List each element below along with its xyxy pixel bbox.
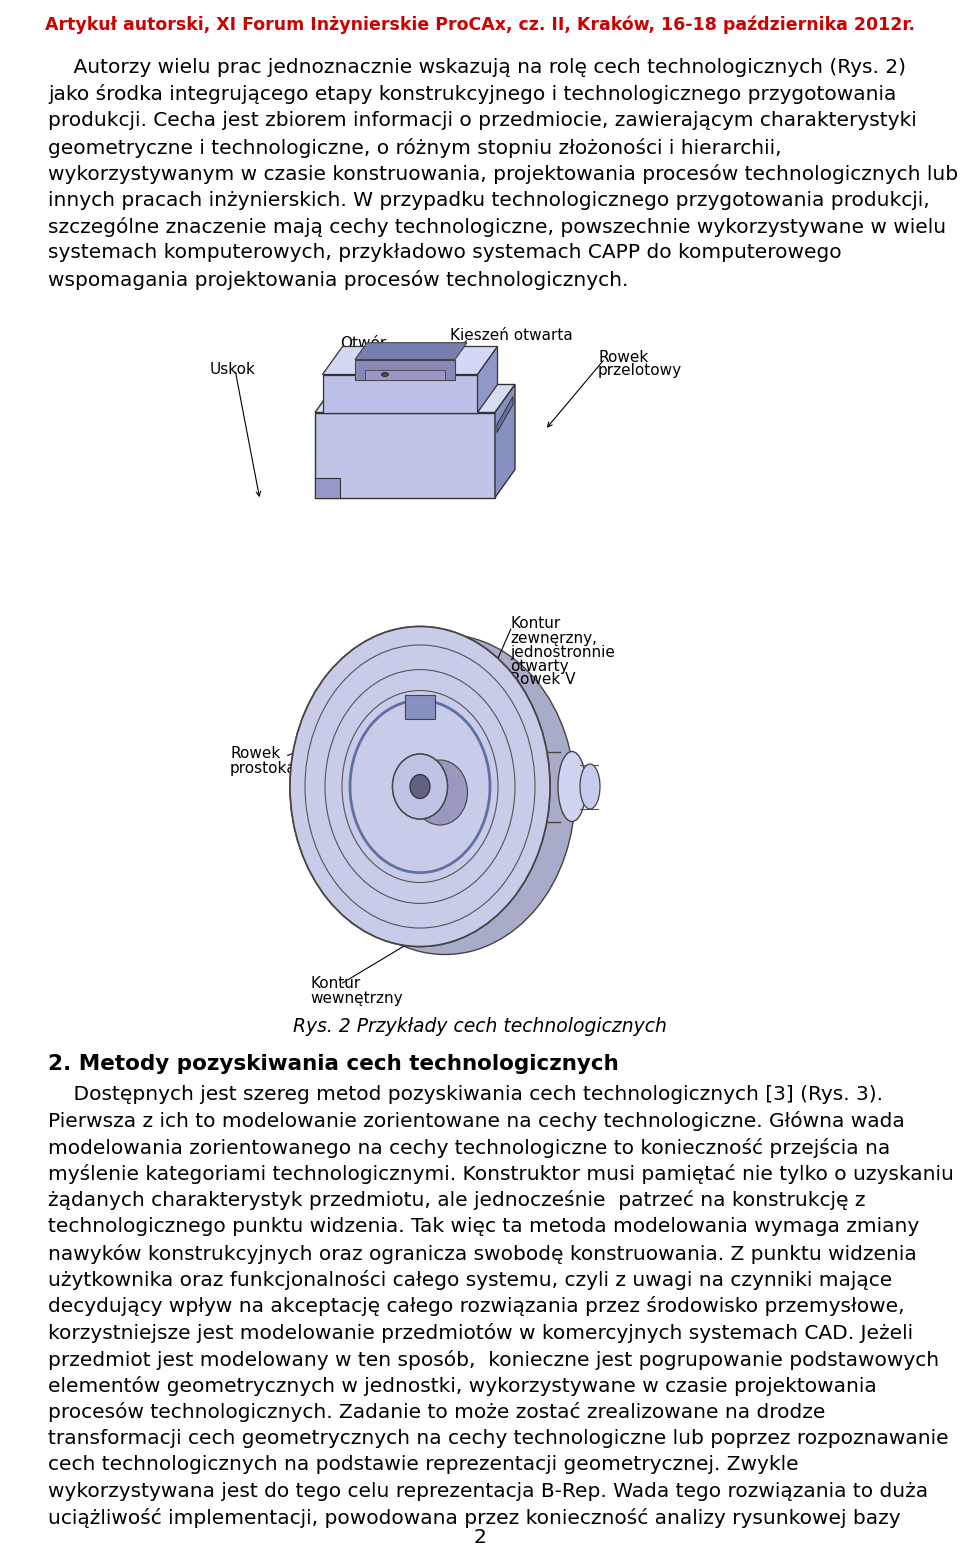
Text: użytkownika oraz funkcjonalności całego systemu, czyli z uwagi na czynniki mając: użytkownika oraz funkcjonalności całego … [48,1270,892,1290]
Text: wewnętrzny: wewnętrzny [310,990,402,1006]
Polygon shape [323,374,477,413]
Text: Rowek: Rowek [598,350,648,365]
Text: otwarty: otwarty [510,659,568,673]
Text: Rowek: Rowek [230,747,280,761]
Text: Otwór: Otwór [340,337,386,351]
Text: jako środka integrującego etapy konstrukcyjnego i technologicznego przygotowania: jako środka integrującego etapy konstruk… [48,85,897,105]
Text: żądanych charakterystyk przedmiotu, ale jednocześnie  patrzeć na konstrukcję z: żądanych charakterystyk przedmiotu, ale … [48,1191,866,1210]
Text: przedmiot jest modelowany w ten sposób,  konieczne jest pogrupowanie podstawowyc: przedmiot jest modelowany w ten sposób, … [48,1349,939,1369]
Text: przelotowy: przelotowy [598,364,683,379]
Text: 2: 2 [473,1528,487,1547]
Text: 2. Metody pozyskiwania cech technologicznych: 2. Metody pozyskiwania cech technologicz… [48,1055,619,1075]
Text: uciążliwość implementacji, powodowana przez konieczność analizy rysunkowej bazy: uciążliwość implementacji, powodowana pr… [48,1508,900,1528]
Polygon shape [315,478,340,498]
Text: zewnęrzny,: zewnęrzny, [510,631,597,645]
Text: modelowania zorientowanego na cechy technologiczne to konieczność przejścia na: modelowania zorientowanego na cechy tech… [48,1137,890,1157]
Text: systemach komputerowych, przykładowo systemach CAPP do komputerowego: systemach komputerowych, przykładowo sys… [48,243,842,263]
Text: nawyków konstrukcyjnych oraz ogranicza swobodę konstruowania. Z punktu widzenia: nawyków konstrukcyjnych oraz ogranicza s… [48,1244,917,1264]
Polygon shape [355,343,467,359]
Text: prostokątny: prostokątny [230,761,322,775]
Text: jednostronnie: jednostronnie [510,645,614,659]
Text: Kontur: Kontur [310,976,360,992]
Text: wspomagania projektowania procesów technologicznych.: wspomagania projektowania procesów techn… [48,271,629,289]
Text: szczególne znaczenie mają cechy technologiczne, powszechnie wykorzystywane w wie: szczególne znaczenie mają cechy technolo… [48,217,947,237]
Polygon shape [323,347,497,374]
Text: wykorzystywanym w czasie konstruowania, projektowania procesów technologicznych : wykorzystywanym w czasie konstruowania, … [48,164,958,184]
Ellipse shape [410,775,430,798]
Polygon shape [315,413,495,498]
Polygon shape [315,385,515,413]
Ellipse shape [290,627,550,947]
Ellipse shape [580,764,600,809]
Text: elementów geometrycznych w jednostki, wykorzystywane w czasie projektowania: elementów geometrycznych w jednostki, wy… [48,1375,876,1395]
Text: Rys. 2 Przykłady cech technologicznych: Rys. 2 Przykłady cech technologicznych [293,1016,667,1035]
Polygon shape [495,385,515,498]
Ellipse shape [558,752,586,821]
Text: decydujący wpływ na akceptację całego rozwiązania przez środowisko przemysłowe,: decydujący wpływ na akceptację całego ro… [48,1296,904,1316]
Text: innych pracach inżynierskich. W przypadku technologicznego przygotowania produkc: innych pracach inżynierskich. W przypadk… [48,190,929,209]
Text: Pierwsza z ich to modelowanie zorientowane na cechy technologiczne. Główna wada: Pierwsza z ich to modelowanie zorientowa… [48,1111,904,1131]
Text: Kontur: Kontur [510,617,561,631]
Ellipse shape [413,760,468,825]
Text: Artykuł autorski, XI Forum Inżynierskie ProCAx, cz. II, Kraków, 16-18 październi: Artykuł autorski, XI Forum Inżynierskie … [45,15,915,34]
Text: Rowek V: Rowek V [510,673,575,687]
Text: produkcji. Cecha jest zbiorem informacji o przedmiocie, zawierającym charakterys: produkcji. Cecha jest zbiorem informacji… [48,111,917,130]
Text: Uskok: Uskok [210,362,256,376]
Text: Autorzy wielu prac jednoznacznie wskazują na rolę cech technologicznych (Rys. 2): Autorzy wielu prac jednoznacznie wskazuj… [48,57,906,77]
Ellipse shape [315,634,575,954]
Polygon shape [365,370,445,379]
Text: Dostępnych jest szereg metod pozyskiwania cech technologicznych [3] (Rys. 3).: Dostępnych jest szereg metod pozyskiwani… [48,1084,883,1103]
Text: transformacji cech geometrycznych na cechy technologiczne lub poprzez rozpoznawa: transformacji cech geometrycznych na cec… [48,1429,948,1448]
Text: procesów technologicznych. Zadanie to może zostać zrealizowane na drodze: procesów technologicznych. Zadanie to mo… [48,1403,826,1423]
Text: cech technologicznych na podstawie reprezentacji geometrycznej. Zwykle: cech technologicznych na podstawie repre… [48,1456,799,1474]
Polygon shape [355,359,455,379]
Ellipse shape [290,627,550,947]
Polygon shape [405,695,435,718]
Polygon shape [497,396,513,433]
Polygon shape [477,347,497,413]
Ellipse shape [381,373,389,376]
Ellipse shape [393,753,447,818]
Text: myślenie kategoriami technologicznymi. Konstruktor musi pamiętać nie tylko o uzy: myślenie kategoriami technologicznymi. K… [48,1163,954,1183]
Text: Kieszeń otwarta: Kieszeń otwarta [450,328,573,343]
Text: geometryczne i technologiczne, o różnym stopniu złożoności i hierarchii,: geometryczne i technologiczne, o różnym … [48,138,781,158]
Text: korzystniejsze jest modelowanie przedmiotów w komercyjnych systemach CAD. Jeżeli: korzystniejsze jest modelowanie przedmio… [48,1323,913,1343]
Text: wykorzystywana jest do tego celu reprezentacja B-Rep. Wada tego rozwiązania to d: wykorzystywana jest do tego celu repreze… [48,1482,928,1501]
Ellipse shape [393,753,447,818]
Text: technologicznego punktu widzenia. Tak więc ta metoda modelowania wymaga zmiany: technologicznego punktu widzenia. Tak wi… [48,1217,920,1236]
